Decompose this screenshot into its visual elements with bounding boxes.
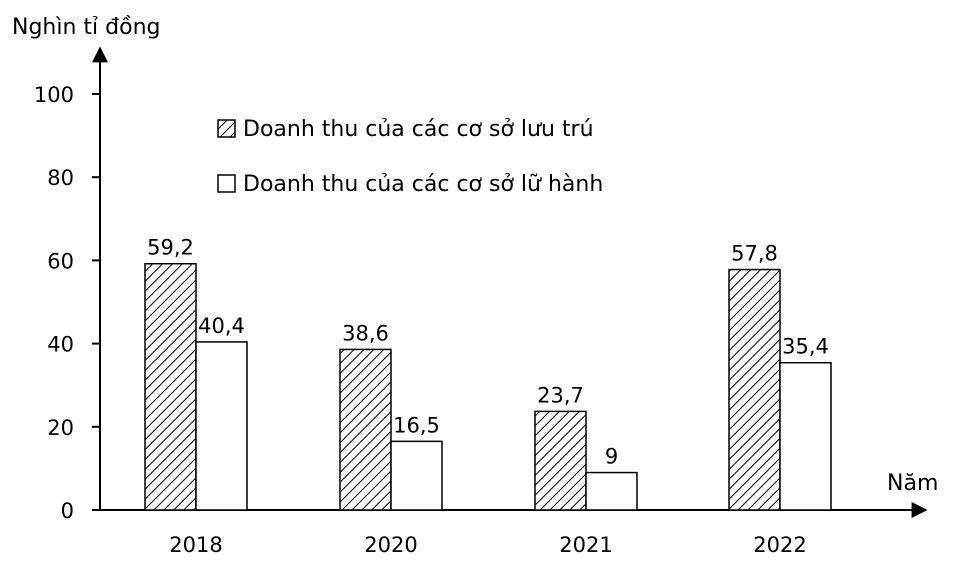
bar-series-2-2022 [779, 361, 832, 511]
bar-series-1-2022 [728, 268, 781, 511]
legend-swatch-series-1 [217, 119, 236, 138]
y-tick-label: 40 [47, 333, 74, 357]
data-label-series-1-2018: 59,2 [147, 236, 194, 260]
x-tick-label-2018: 2018 [169, 533, 222, 557]
data-label-series-2-2018: 40,4 [198, 314, 245, 338]
data-label-series-1-2021: 23,7 [537, 383, 584, 407]
data-label-series-2-2021: 9 [605, 445, 618, 469]
y-ticks: 0 20 40 60 80 100 [34, 83, 100, 523]
x-tick-label-2020: 2020 [364, 533, 417, 557]
bar-series-1-2020 [339, 348, 392, 511]
y-axis-title: Nghìn tỉ đồng [12, 15, 160, 40]
y-tick-label: 80 [47, 166, 74, 190]
data-label-series-2-2022: 35,4 [782, 335, 829, 359]
x-tick-label-2022: 2022 [753, 533, 806, 557]
bars: 59,2 40,4 38,6 16,5 23,7 9 57,8 35,4 [144, 236, 832, 511]
bar-series-1-2018 [144, 262, 197, 511]
data-label-series-2-2020: 16,5 [393, 413, 440, 437]
bar-series-2-2021 [585, 471, 638, 511]
legend: Doanh thu của các cơ sở lưu trú Doanh th… [217, 117, 603, 197]
x-axis-title: Năm [887, 471, 938, 496]
bar-series-2-2020 [390, 440, 443, 511]
legend-swatch-series-2 [217, 174, 236, 193]
x-tick-labels: 2018 2020 2021 2022 [169, 533, 806, 557]
y-tick-label: 60 [47, 249, 74, 273]
x-tick-label-2021: 2021 [559, 533, 612, 557]
bar-series-2-2018 [195, 341, 248, 511]
data-label-series-1-2022: 57,8 [731, 242, 778, 266]
legend-label-series-2: Doanh thu của các cơ sở lữ hành [243, 172, 603, 197]
y-tick-label: 20 [47, 416, 74, 440]
data-label-series-1-2020: 38,6 [342, 321, 389, 345]
y-tick-label: 100 [34, 83, 74, 107]
bar-series-1-2021 [534, 410, 587, 511]
legend-label-series-1: Doanh thu của các cơ sở lưu trú [243, 117, 594, 142]
y-tick-label: 0 [61, 499, 74, 523]
